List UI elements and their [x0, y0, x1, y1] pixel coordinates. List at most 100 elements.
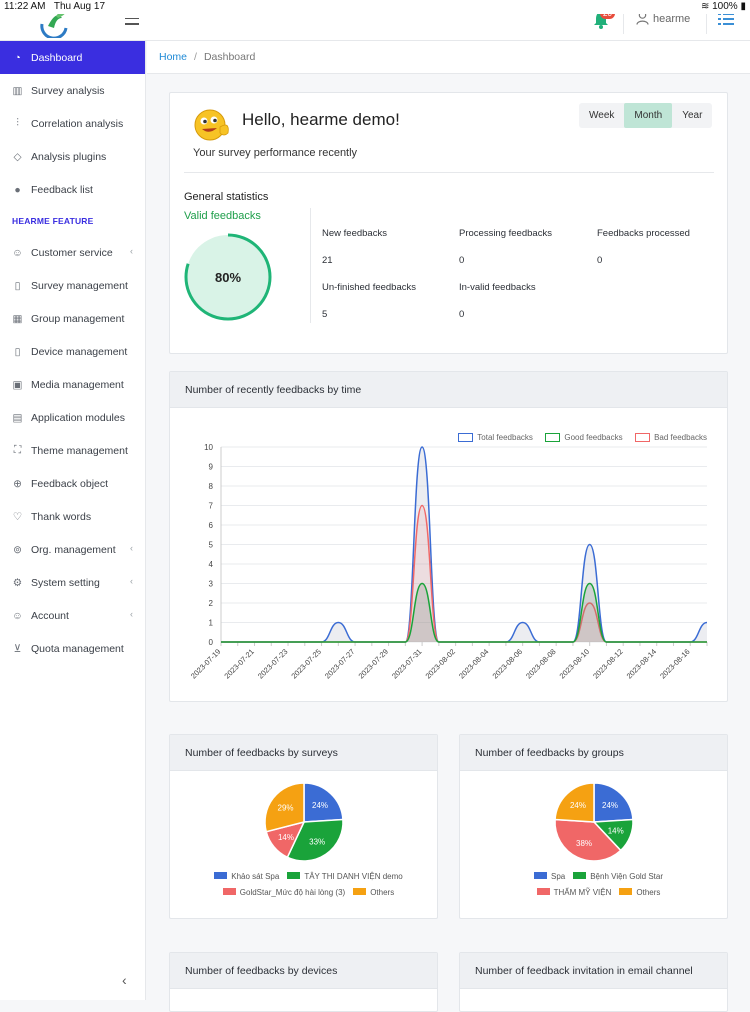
groups-pie-chart: 24% 14% 38% 24% [554, 782, 634, 862]
good-feedbacks-line[interactable] [220, 582, 707, 643]
sidebar-item-label: Device management [31, 345, 128, 358]
list-menu-icon[interactable] [718, 13, 734, 26]
general-statistics-title: General statistics [184, 191, 269, 203]
sidebar-item-analysis-plugins[interactable]: ◇ Analysis plugins [0, 140, 145, 173]
sidebar-item-quota-management[interactable]: ⊻ Quota management [0, 632, 145, 665]
sidebar-item-survey-analysis[interactable]: ▥ Survey analysis [0, 74, 145, 107]
greeting-subtitle: Your survey performance recently [193, 147, 358, 159]
collapse-sidebar-icon[interactable]: ‹ [122, 972, 127, 988]
new-feedbacks-label: New feedbacks [322, 228, 387, 239]
frame-icon: ⛶ [13, 444, 22, 456]
sidebar-item-label: Thank words [31, 510, 92, 523]
sidebar-item-label: Feedback object [31, 477, 109, 490]
chevron-left-icon: ‹ [130, 609, 133, 619]
valid-feedbacks-percent: 80% [215, 270, 241, 285]
x-tick-label: 2023-07-29 [357, 647, 390, 680]
bar-chart-icon: ▥ [12, 84, 23, 97]
x-tick-label: 2023-08-02 [424, 647, 457, 680]
document-icon: ▯ [14, 279, 21, 292]
pie-slice-label: 29% [278, 804, 294, 813]
period-year-button[interactable]: Year [682, 110, 703, 121]
sidebar-item-thank-words[interactable]: ♡ Thank words [0, 500, 145, 533]
sidebar-item-label: Analysis plugins [31, 150, 107, 163]
pie-slice[interactable] [593, 782, 634, 823]
y-tick-label: 8 [209, 482, 214, 491]
feedbacks-by-surveys-title: Number of feedbacks by surveys [170, 735, 437, 771]
x-tick-label: 2023-07-19 [189, 647, 222, 680]
y-tick-label: 3 [209, 580, 214, 589]
breadcrumb-home-link[interactable]: Home [159, 51, 188, 63]
sliders-icon: ⫶ [16, 117, 19, 129]
x-tick-label: 2023-08-14 [625, 647, 658, 680]
sidebar-item-label: Group management [31, 312, 125, 325]
surveys-pie-legend: Khảo sát Spa TÂY THI DANH VIỆN demo GoldS… [170, 869, 439, 901]
user-menu[interactable]: hearme [636, 11, 690, 25]
legend-total[interactable]: Total feedbacks [458, 433, 533, 442]
pie-slice[interactable] [303, 782, 344, 823]
x-tick-label: 2023-07-25 [289, 647, 322, 680]
unfinished-feedbacks-label: Un-finished feedbacks [322, 282, 416, 293]
x-tick-label: 2023-08-06 [491, 647, 524, 680]
sidebar-item-media-management[interactable]: ▣ Media management [0, 368, 145, 401]
processed-feedbacks-value: 0 [597, 255, 603, 266]
sidebar-item-application-modules[interactable]: ▤ Application modules [0, 401, 145, 434]
pie-slice[interactable] [554, 782, 595, 823]
period-month-button[interactable]: Month [624, 103, 673, 128]
good-feedbacks-area [221, 583, 707, 642]
valid-feedbacks-title: Valid feedbacks [184, 210, 261, 222]
pie-slice-label: 38% [576, 839, 592, 848]
processed-feedbacks-label: Feedbacks processed [597, 228, 690, 239]
sidebar-item-feedback-list[interactable]: ● Feedback list [0, 173, 145, 206]
pie-slice[interactable] [286, 818, 344, 862]
sidebar-item-org-management[interactable]: ⊚ Org. management ‹ [0, 533, 145, 566]
new-feedbacks-value: 21 [322, 255, 333, 266]
device-status-bar: 11:22 AM Thu Aug 17 ≋ 100% ▮ [0, 0, 750, 14]
sidebar-item-theme-management[interactable]: ⛶ Theme management [0, 434, 145, 467]
tag-icon: ◇ [13, 150, 22, 163]
sidebar-item-system-setting[interactable]: ⚙ System setting ‹ [0, 566, 145, 599]
feedbacks-by-time-title: Number of recently feedbacks by time [170, 372, 727, 408]
legend-good[interactable]: Good feedbacks [545, 433, 623, 442]
cart-icon: ⊻ [13, 642, 22, 655]
sidebar-item-customer-service[interactable]: ☺ Customer service ‹ [0, 236, 145, 269]
chevron-left-icon: ‹ [130, 246, 133, 256]
y-tick-label: 6 [209, 521, 214, 530]
sidebar-item-correlation-analysis[interactable]: ⫶ Correlation analysis [0, 107, 145, 140]
sidebar-item-account[interactable]: ☺ Account ‹ [0, 599, 145, 632]
user-support-icon: ☺ [12, 246, 23, 259]
status-date: Thu Aug 17 [53, 1, 106, 12]
target-icon: ⊕ [13, 477, 22, 490]
x-tick-label: 2023-07-21 [222, 647, 255, 680]
sidebar-item-label: Survey management [31, 279, 128, 292]
line-chart-legend: Total feedbacks Good feedbacks Bad feedb… [450, 429, 707, 447]
processing-feedbacks-value: 0 [459, 255, 465, 266]
greeting-heading: Hello, hearme demo! [242, 110, 400, 129]
feedbacks-by-groups-card: Number of feedbacks by groups 24% 14% 38% 2… [459, 734, 728, 919]
x-tick-label: 2023-08-04 [457, 647, 490, 680]
sidebar-item-feedback-object[interactable]: ⊕ Feedback object [0, 467, 145, 500]
pie-slice[interactable] [264, 782, 305, 833]
x-tick-label: 2023-07-27 [323, 647, 356, 680]
invalid-feedbacks-label: In-valid feedbacks [459, 282, 536, 293]
x-tick-label: 2023-08-16 [658, 647, 691, 680]
sidebar-item-label: Theme management [31, 444, 128, 457]
x-tick-label: 2023-08-08 [524, 647, 557, 680]
wifi-icon: ≋ [700, 1, 710, 12]
pie-slice-label: 14% [608, 827, 624, 836]
sidebar-item-survey-management[interactable]: ▯ Survey management [0, 269, 145, 302]
period-week-button[interactable]: Week [589, 110, 615, 121]
x-tick-label: 2023-07-31 [390, 647, 423, 680]
pie-slice[interactable] [554, 818, 622, 862]
image-icon: ▣ [12, 378, 23, 391]
sidebar-section-title: HEARME FEATURE [12, 216, 94, 226]
dashboard-icon: ◔ [14, 51, 21, 64]
sidebar-item-device-management[interactable]: ▯ Device management [0, 335, 145, 368]
pie-slice-label: 33% [309, 837, 325, 846]
bad-feedbacks-line[interactable] [220, 504, 707, 643]
sidebar-item-label: Correlation analysis [31, 117, 124, 130]
sidebar-item-label: System setting [31, 576, 100, 589]
legend-bad[interactable]: Bad feedbacks [635, 433, 707, 442]
heart-icon: ♡ [12, 510, 23, 523]
sidebar-item-group-management[interactable]: ▦ Group management [0, 302, 145, 335]
sidebar-item-dashboard[interactable]: ◔ Dashboard [0, 41, 145, 74]
